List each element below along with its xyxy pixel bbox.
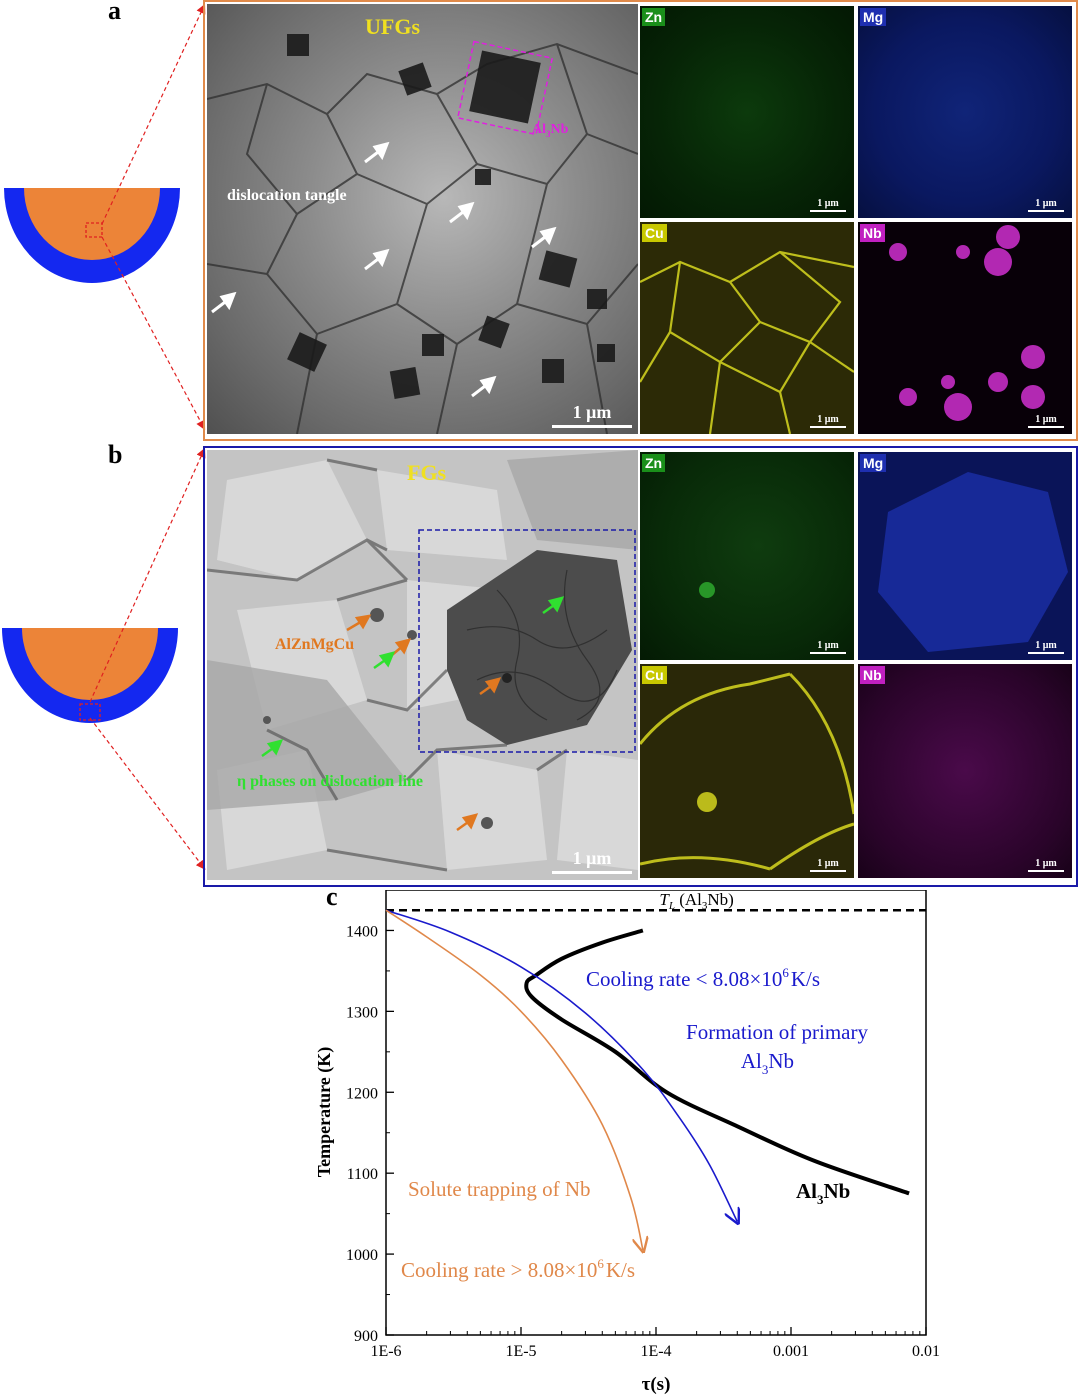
y-tick-label: 1400 [346,923,378,940]
tem-title-b: FGs [407,460,447,485]
eds-map-b-nb: Nb 1 μm [858,664,1072,878]
map-scale-a-mg: 1 μm [1028,198,1064,212]
formation-annotation-line2: Al3Nb [741,1049,794,1077]
al3nb-label-a: Al3Nb [532,122,569,139]
x-tick-label: 0.01 [912,1343,940,1360]
scale-bar-b: 1 μm [552,848,632,874]
eds-map-b-mg: Mg 1 μm [858,452,1072,660]
region-box-b [79,703,101,721]
scale-bar-a: 1 μm [552,402,632,428]
x-tick-label: 1E-5 [505,1343,536,1360]
y-tick-label: 1000 [346,1247,378,1264]
panel-a-frame [203,0,1078,441]
schematic-b [2,628,178,723]
map-scale-a-nb: 1 μm [1028,414,1064,428]
map-scale-b-mg: 1 μm [1028,640,1064,654]
zoom-lines-b [89,447,206,870]
eds-map-b-cu: Cu 1 μm [640,664,854,878]
eds-map-a-cu: Cu 1 μm [640,222,854,434]
x-axis-label: τ(s) [642,1374,671,1395]
eds-map-a-mg: Mg 1 μm [858,6,1072,218]
eds-map-a-nb: Nb 1 μm [858,222,1072,434]
al3nb-curve [524,928,910,1196]
region-box-a [85,222,103,238]
schematic-a [4,188,180,283]
map-tag-a-zn: Zn [642,8,666,26]
formation-annotation-line1: Formation of primary [686,1020,868,1044]
alznmgcu-label: AlZnMgCu [275,636,355,653]
y-tick-label: 900 [354,1328,378,1345]
dislocation-tangle-label: dislocation tangle [227,187,347,204]
y-axis-label: Temperature (K) [314,1047,335,1177]
map-tag-b-zn: Zn [642,454,666,472]
map-scale-a-cu: 1 μm [810,414,846,428]
tem-image-a: UFGs dislocation tangle Al3Nb 1 μm [207,4,638,434]
panel-b-frame [203,446,1078,887]
x-tick-label: 1E-6 [370,1343,401,1360]
x-tick-label: 0.001 [773,1343,809,1360]
cooling-curve-slow [385,909,737,1221]
tem-title-a: UFGs [365,14,420,39]
panel-c-label: c [326,882,338,911]
map-tag-a-cu: Cu [642,224,667,242]
cooling-chart: 1E-6 1E-5 1E-4 0.001 0.01 900 1000 1100 1200 130… [314,890,940,1395]
cooling-curve-fast [385,909,643,1250]
x-axis: 1E-6 1E-5 1E-4 0.001 0.01 [370,1327,940,1360]
panel-a-label: a [108,0,121,25]
map-tag-b-cu: Cu [642,666,667,684]
y-axis: 900 1000 1100 1200 1300 1400 [346,923,394,1345]
tem-image-b: FGs AlZnMgCu η phases on dislocation lin… [207,450,638,880]
map-tag-b-mg: Mg [860,454,887,472]
x-tick-label: 1E-4 [640,1343,671,1360]
y-tick-label: 1100 [347,1166,378,1183]
map-tag-a-mg: Mg [860,8,887,26]
eds-map-a-zn: Zn 1 μm [640,6,854,218]
y-tick-label: 1200 [346,1085,378,1102]
solute-annotation: Solute trapping of Nb [408,1177,591,1201]
eds-map-b-zn: Zn 1 μm [640,452,854,660]
orange-rate-annotation: Cooling rate > 8.08×106K/s [401,1256,635,1282]
zoom-lines-a [101,3,206,431]
liquidus-label: TL (Al3Nb) [659,890,733,912]
blue-rate-annotation: Cooling rate < 8.08×106K/s [586,965,820,991]
map-scale-b-cu: 1 μm [810,858,846,872]
precipitate-box-a [456,40,554,136]
map-tag-a-nb: Nb [860,224,885,242]
map-scale-a-zn: 1 μm [810,198,846,212]
y-tick-label: 1300 [346,1004,378,1021]
map-tag-b-nb: Nb [860,666,885,684]
map-scale-b-zn: 1 μm [810,640,846,654]
al3nb-curve-label: Al3Nb [796,1179,850,1207]
magnified-region-box-b [418,529,636,753]
panel-b-label: b [108,440,123,469]
eta-phase-label: η phases on dislocation line [237,773,424,790]
map-scale-b-nb: 1 μm [1028,858,1064,872]
